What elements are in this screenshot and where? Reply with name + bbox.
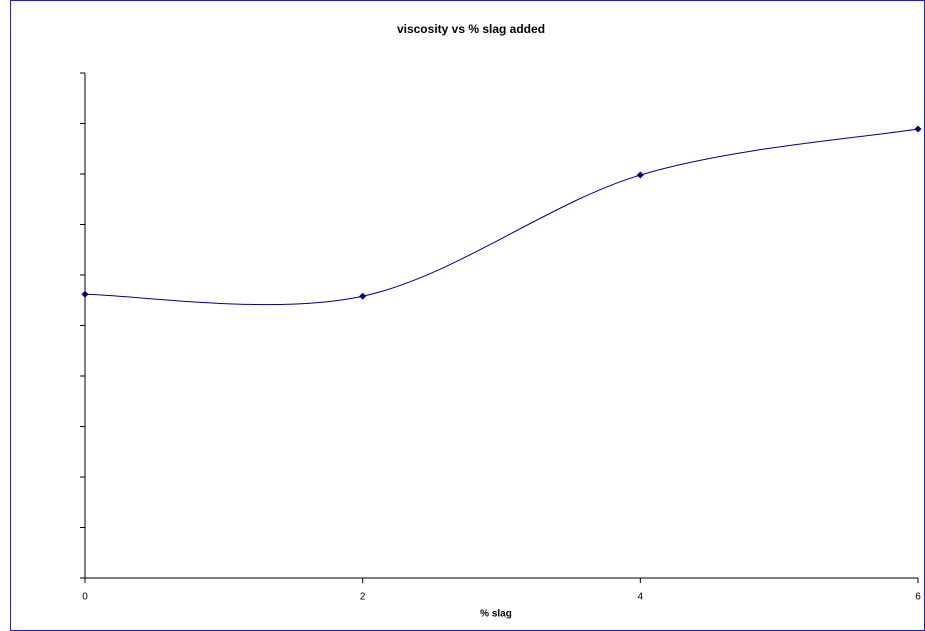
chart-border xyxy=(10,0,925,631)
x-tick-label: 2 xyxy=(360,592,366,603)
line xyxy=(84,128,919,306)
marker xyxy=(636,171,644,179)
marker xyxy=(81,290,89,298)
marker xyxy=(359,292,367,300)
x-tick-label: 0 xyxy=(82,592,88,603)
chart-title: viscosity vs % slag added xyxy=(397,22,545,36)
x-tick-label: 4 xyxy=(638,592,644,603)
marker xyxy=(914,125,922,133)
x-tick-label: 6 xyxy=(915,592,921,603)
x-axis-title: % slag xyxy=(480,609,512,620)
